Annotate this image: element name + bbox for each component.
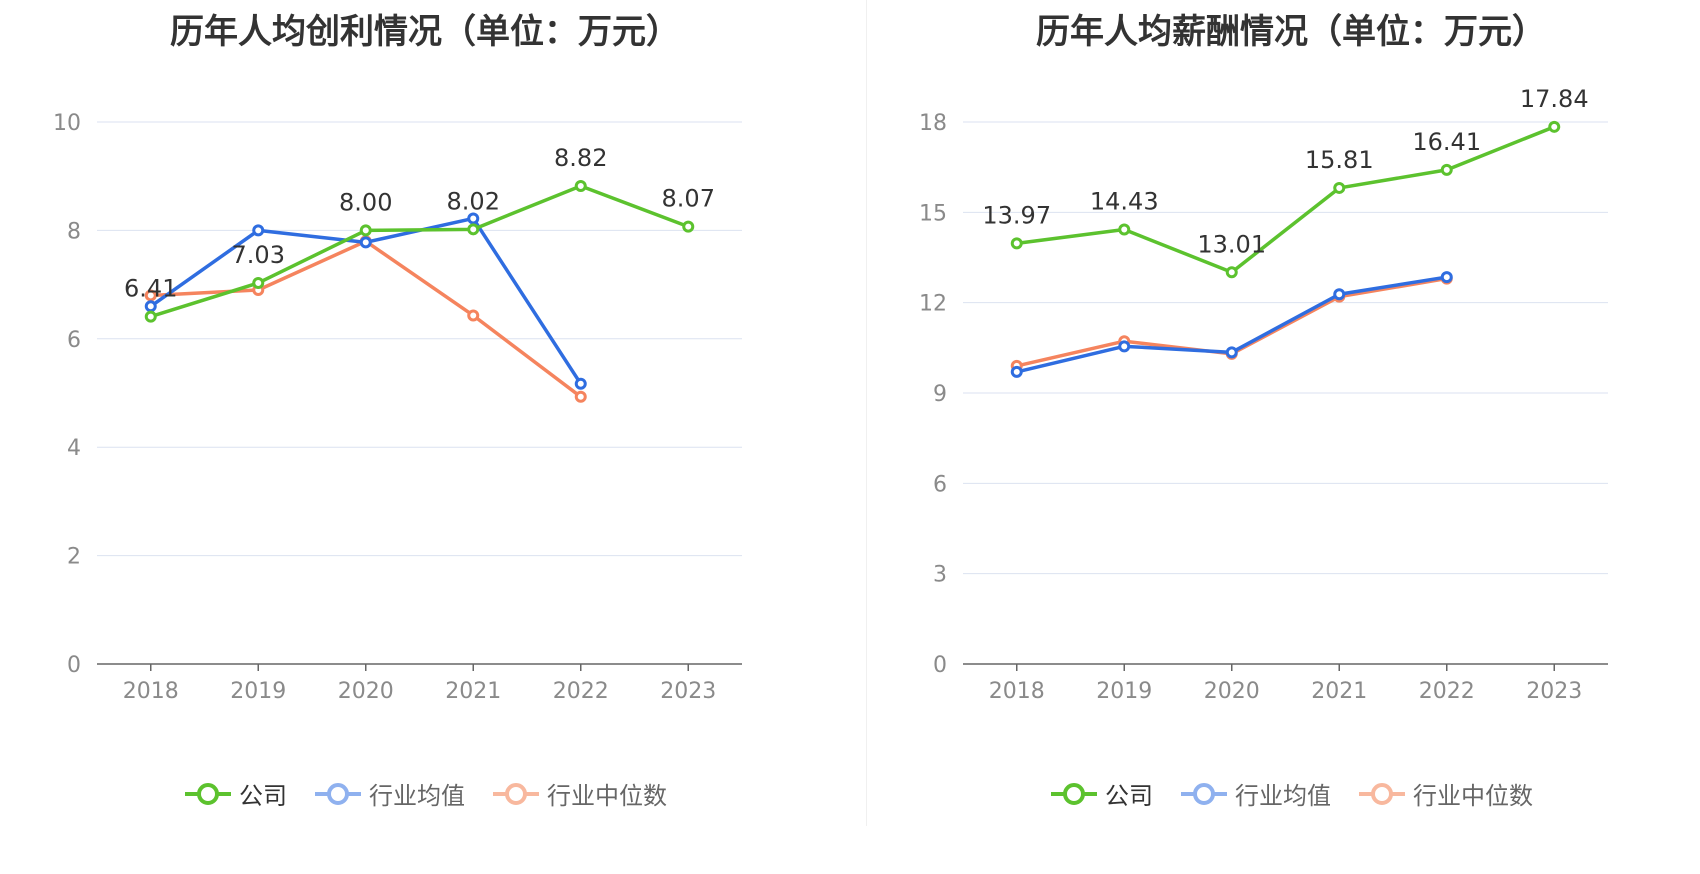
- legend-line-circle-icon: [1051, 782, 1097, 805]
- legend-label-industry-avg: 行业均值: [369, 782, 465, 810]
- y-tick-label: 0: [933, 653, 947, 678]
- x-tick-label: 2020: [338, 679, 394, 704]
- y-tick-label: 18: [919, 111, 947, 136]
- legend-line-circle-icon: [315, 782, 361, 805]
- data-label: 8.00: [339, 188, 392, 216]
- legend-label-company: 公司: [1105, 782, 1153, 810]
- x-tick-label: 2019: [230, 679, 286, 704]
- data-label: 16.41: [1412, 128, 1481, 156]
- data-point-industry-avg[interactable]: [252, 224, 265, 237]
- y-tick-label: 10: [53, 111, 81, 136]
- legend-item-industry-avg[interactable]: 行业均值: [313, 776, 465, 811]
- legend-item-company[interactable]: 公司: [183, 776, 287, 811]
- x-tick-label: 2023: [660, 679, 716, 704]
- chart-panel-salary: 历年人均薪酬情况（单位：万元） 0 3 6 9 12 15 18 2018 2019 2020 20…: [866, 0, 1700, 874]
- y-tick-label: 4: [67, 436, 81, 461]
- chart-title-profit: 历年人均创利情况（单位：万元）: [170, 12, 680, 52]
- data-point-industry-median[interactable]: [467, 309, 480, 322]
- x-tick-label: 2022: [1419, 679, 1475, 704]
- x-tick-label: 2022: [553, 679, 609, 704]
- x-tick-label: 2018: [989, 679, 1045, 704]
- data-point-industry-avg[interactable]: [1333, 288, 1346, 301]
- x-tick-label: 2018: [123, 679, 179, 704]
- legend-item-industry-avg[interactable]: 行业均值: [1179, 776, 1331, 811]
- x-tick-label: 2021: [445, 679, 501, 704]
- chart-panel-profit: 历年人均创利情况（单位：万元） 0 2 4 6 8 10 2018 2019 2020 2021 2…: [0, 12, 850, 811]
- plot-area-profit: 0 2 4 6 8 10 2018 2019 2020 2021 2022 2023 6.41 7.03 8…: [53, 111, 742, 704]
- data-point-industry-avg[interactable]: [1440, 271, 1453, 284]
- y-tick-label: 12: [919, 292, 947, 317]
- legend-label-industry-median: 行业中位数: [1413, 782, 1533, 810]
- legend-line-circle-icon: [493, 782, 539, 805]
- data-point-industry-avg[interactable]: [1225, 346, 1238, 359]
- data-point-industry-avg[interactable]: [144, 300, 157, 313]
- x-tick-label: 2021: [1311, 679, 1367, 704]
- data-point-company[interactable]: [1118, 223, 1131, 236]
- legend-item-company[interactable]: 公司: [1049, 776, 1153, 811]
- legend-label-industry-avg: 行业均值: [1235, 782, 1331, 810]
- data-point-company[interactable]: [682, 220, 695, 233]
- data-label: 7.03: [232, 241, 285, 269]
- y-tick-label: 6: [67, 328, 81, 353]
- data-point-company[interactable]: [1225, 266, 1238, 279]
- data-label: 17.84: [1520, 85, 1589, 113]
- data-point-industry-median[interactable]: [574, 390, 587, 403]
- legend-item-industry-median[interactable]: 行业中位数: [1357, 776, 1533, 811]
- data-point-company[interactable]: [144, 310, 157, 323]
- data-label: 8.02: [447, 187, 500, 215]
- data-point-industry-avg[interactable]: [1118, 340, 1131, 353]
- y-tick-label: 3: [933, 563, 947, 588]
- x-tick-label: 2019: [1096, 679, 1152, 704]
- plot-area-salary: 0 3 6 9 12 15 18 2018 2019 2020 2021 2022 2023 13.97 1…: [919, 85, 1608, 704]
- series-line-company: [1016, 125, 1555, 275]
- data-point-company[interactable]: [1548, 120, 1561, 133]
- data-point-industry-median[interactable]: [144, 289, 157, 302]
- data-point-company[interactable]: [1440, 163, 1453, 176]
- data-point-company[interactable]: [359, 224, 372, 237]
- series-line-industry-median: [150, 239, 582, 399]
- data-label: 14.43: [1090, 187, 1159, 215]
- data-label: 6.41: [124, 275, 177, 303]
- x-tick-label: 2020: [1204, 679, 1260, 704]
- data-point-company[interactable]: [1333, 181, 1346, 194]
- data-point-industry-avg[interactable]: [1010, 365, 1023, 378]
- data-label: 8.07: [662, 185, 715, 213]
- data-point-industry-avg[interactable]: [359, 236, 372, 249]
- data-label: 8.82: [554, 144, 607, 172]
- y-tick-label: 15: [919, 201, 947, 226]
- data-point-company[interactable]: [574, 179, 587, 192]
- data-label: 15.81: [1305, 146, 1374, 174]
- y-tick-label: 2: [67, 545, 81, 570]
- series-line-company: [150, 184, 689, 319]
- y-tick-label: 9: [933, 382, 947, 407]
- data-point-company[interactable]: [1010, 237, 1023, 250]
- legend-salary: 公司 行业均值 行业中位数: [866, 776, 1700, 811]
- x-tick-label: 2023: [1526, 679, 1582, 704]
- data-label: 13.01: [1197, 230, 1266, 258]
- data-point-company[interactable]: [252, 276, 265, 289]
- data-label: 13.97: [982, 201, 1051, 229]
- panel-divider: [866, 0, 867, 826]
- data-point-industry-avg[interactable]: [574, 377, 587, 390]
- legend-line-circle-icon: [185, 782, 231, 805]
- y-tick-label: 6: [933, 472, 947, 497]
- y-tick-label: 0: [67, 653, 81, 678]
- y-tick-label: 8: [67, 219, 81, 244]
- legend-profit: 公司 行业均值 行业中位数: [0, 776, 850, 811]
- chart-title-salary: 历年人均薪酬情况（单位：万元）: [1036, 12, 1546, 52]
- data-point-industry-avg[interactable]: [467, 212, 480, 225]
- legend-label-industry-median: 行业中位数: [547, 782, 667, 810]
- legend-label-company: 公司: [239, 782, 287, 810]
- legend-item-industry-median[interactable]: 行业中位数: [491, 776, 667, 811]
- data-point-company[interactable]: [467, 223, 480, 236]
- legend-line-circle-icon: [1359, 782, 1405, 805]
- legend-line-circle-icon: [1181, 782, 1227, 805]
